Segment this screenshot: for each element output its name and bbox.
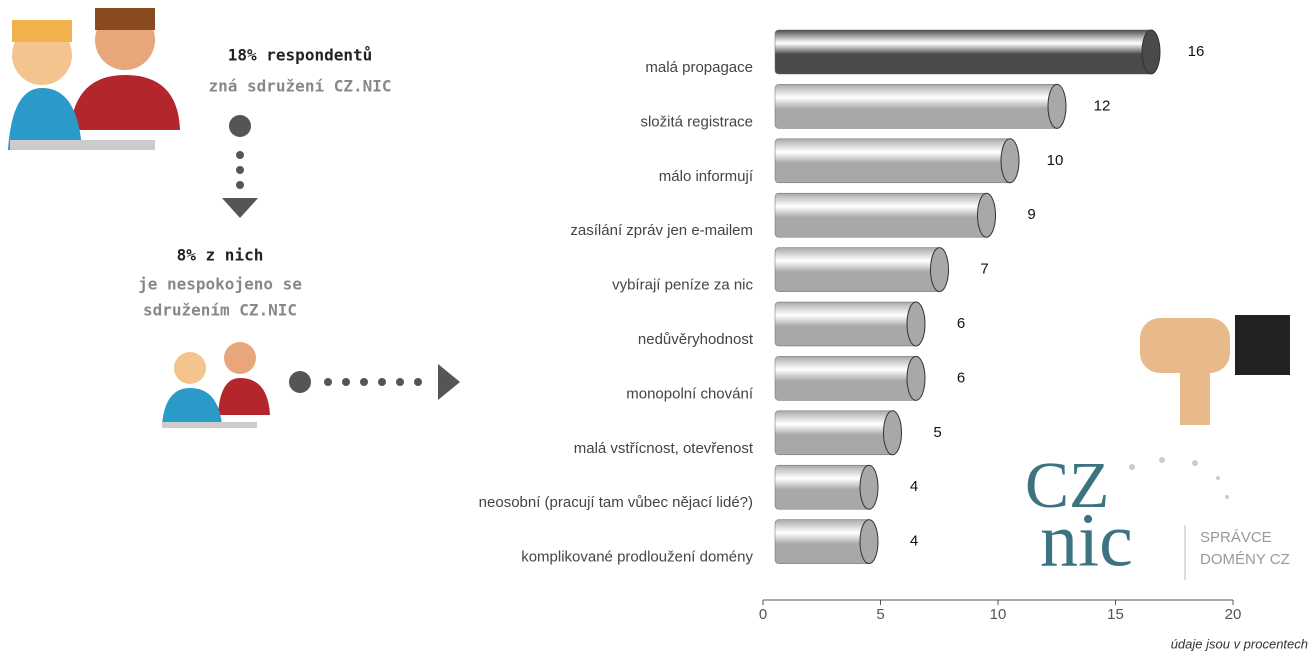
value-label: 5 (933, 424, 941, 441)
arrow-right (289, 364, 460, 400)
value-label: 16 (1188, 43, 1205, 60)
value-label: 7 (980, 261, 988, 278)
value-label: 9 (1027, 206, 1035, 223)
annotation: zná sdružení CZ.NIC (208, 77, 391, 96)
bar-cap (906, 301, 926, 347)
people-small (162, 342, 270, 428)
bar-cap (1000, 138, 1020, 184)
annotation: 8% z nich (177, 246, 264, 265)
value-label: 10 (1047, 152, 1064, 169)
x-tick-label: 20 (1225, 606, 1242, 623)
category-label: vybírají peníze za nic (612, 277, 753, 294)
value-label: 4 (910, 533, 918, 550)
category-label: neosobní (pracují tam vůbec nějací lidé?… (479, 494, 753, 511)
logo-nic: nic (1040, 498, 1133, 582)
annotation: 18% respondentů (228, 46, 373, 65)
bar-cap (930, 247, 949, 293)
bar-cap (859, 519, 879, 565)
bar (774, 192, 987, 238)
bar-cap (883, 410, 902, 456)
category-label: malá propagace (645, 59, 753, 76)
category-label: malá vstřícnost, otevřenost (574, 440, 754, 457)
annotation: je nespokojeno se (138, 275, 302, 294)
note: údaje jsou v procentech (1171, 636, 1308, 651)
x-tick-label: 0 (759, 606, 767, 623)
bar-cap (977, 192, 996, 238)
bar (774, 301, 917, 347)
x-tick-label: 10 (990, 606, 1007, 623)
logo-text: DOMÉNY CZ (1200, 551, 1290, 568)
value-label: 6 (957, 369, 965, 386)
annotation: sdružením CZ.NIC (143, 301, 297, 320)
bar (774, 464, 870, 510)
bar (774, 29, 1152, 75)
value-label: 4 (910, 478, 918, 495)
bar-cap (906, 355, 926, 401)
x-tick-label: 5 (876, 606, 884, 623)
bar (774, 356, 917, 401)
thumb-icon (1140, 315, 1290, 425)
logo-text: SPRÁVCE (1200, 529, 1272, 546)
bar (774, 84, 1058, 129)
category-label: komplikované prodloužení domény (521, 549, 753, 566)
category-label: zasílání zpráv jen e-mailem (570, 222, 753, 239)
bar-cap (859, 464, 879, 510)
value-label: 6 (957, 315, 965, 332)
category-label: složitá registrace (640, 113, 753, 130)
bar (774, 519, 870, 564)
bar-cap (1141, 29, 1161, 75)
category-label: monopolní chování (626, 385, 754, 402)
category-label: málo informují (659, 168, 754, 185)
category-label: nedůvěryhodnost (638, 331, 754, 348)
bar (774, 410, 893, 456)
bar (774, 247, 940, 292)
logo-cz: CZ (1025, 449, 1109, 522)
logo: CZ nic SPRÁVCE DOMÉNY CZ (1025, 449, 1290, 582)
bar (774, 138, 1011, 184)
x-tick-label: 15 (1107, 606, 1124, 623)
arrow-down (222, 115, 258, 218)
value-label: 12 (1094, 97, 1111, 114)
people-large (8, 8, 180, 150)
bar-cap (1047, 83, 1067, 129)
